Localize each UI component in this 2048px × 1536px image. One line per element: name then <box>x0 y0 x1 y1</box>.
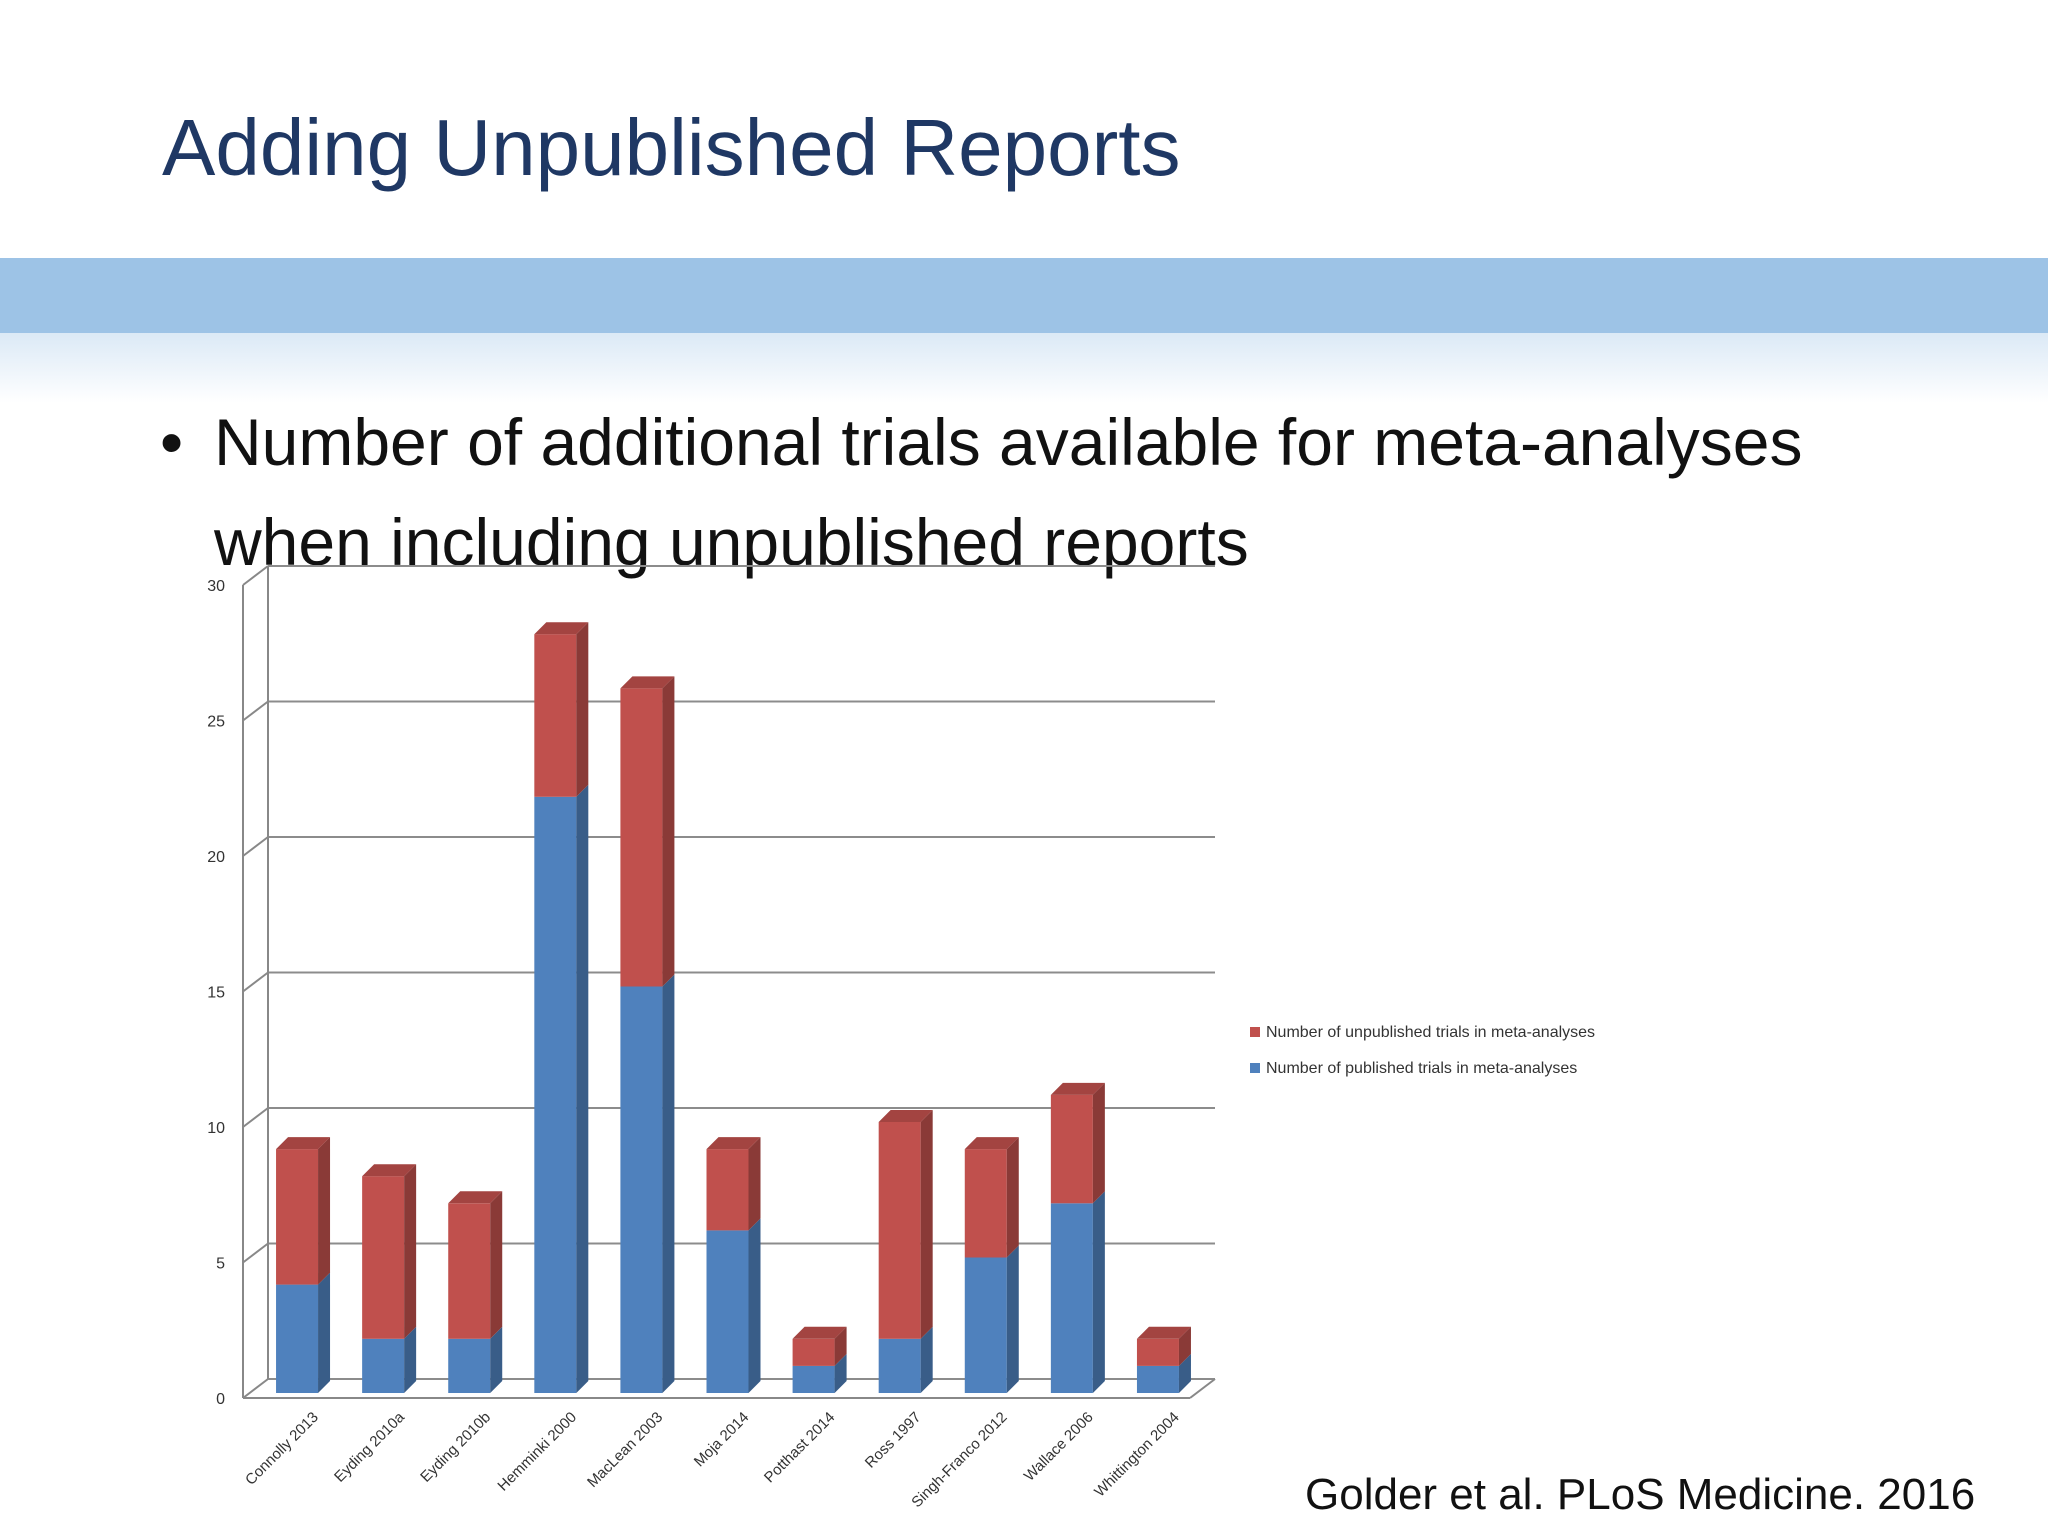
y-tick-label: 15 <box>207 985 225 1002</box>
bar-side <box>404 1326 417 1393</box>
bar-top <box>276 1137 331 1150</box>
category-label: Wallace 2006 <box>1021 1409 1097 1485</box>
header-band <box>0 258 2048 333</box>
bar-top <box>878 1110 933 1122</box>
category-label: Singh-Franco 2012 <box>908 1409 1010 1511</box>
bar-top <box>362 1164 417 1177</box>
category-label: MacLean 2003 <box>584 1409 666 1491</box>
bullet-line-1: Number of additional trials available fo… <box>214 405 1803 479</box>
legend-label: Number of unpublished trials in meta-ana… <box>1266 1024 1595 1041</box>
category-label: Hemminki 2000 <box>494 1409 580 1495</box>
gridline-diag <box>242 700 269 722</box>
bar-side <box>1006 1245 1019 1393</box>
gridline-diag <box>242 1242 269 1264</box>
bar-side <box>1006 1137 1019 1258</box>
legend-label: Number of published trials in meta-analy… <box>1266 1060 1577 1077</box>
bar-side <box>920 1326 933 1393</box>
bar-top <box>706 1137 761 1150</box>
bar-side <box>834 1353 847 1393</box>
bar-top <box>534 622 589 635</box>
legend-swatch <box>1250 1063 1260 1073</box>
legend-swatch <box>1250 1027 1260 1037</box>
y-tick-label: 30 <box>207 578 225 595</box>
bar-segment <box>964 1257 1007 1393</box>
bar-segment <box>620 688 663 987</box>
gridline-diag <box>242 836 269 857</box>
bar-segment <box>1050 1094 1093 1204</box>
bar-segment <box>706 1230 749 1393</box>
x-axis-diag <box>1189 1378 1216 1399</box>
gridline-diag <box>242 1378 269 1399</box>
gridline-diag <box>242 565 269 586</box>
bar-side <box>662 676 675 987</box>
bar-side <box>1178 1353 1191 1393</box>
bar-top <box>964 1137 1019 1150</box>
bar-top <box>448 1191 503 1204</box>
bullet-marker: • <box>160 405 184 479</box>
bar-side <box>404 1164 417 1339</box>
bar-segment <box>792 1365 835 1393</box>
bar-segment <box>1136 1365 1179 1393</box>
bar-side <box>748 1137 761 1231</box>
bar-side <box>662 974 675 1393</box>
category-label: Potthast 2014 <box>761 1409 838 1486</box>
bar-segment <box>276 1149 319 1285</box>
gridline-diag <box>242 971 269 993</box>
bar-top <box>792 1326 847 1339</box>
bar-segment <box>964 1149 1007 1258</box>
bar-side <box>748 1218 761 1393</box>
bar-top <box>1050 1082 1105 1095</box>
bar-segment <box>792 1338 835 1366</box>
category-label: Eyding 2010a <box>331 1408 408 1485</box>
bar-side <box>576 622 589 797</box>
bar-segment <box>878 1338 921 1393</box>
bar-segment <box>448 1203 491 1339</box>
bar-top <box>620 676 675 689</box>
bar-side <box>834 1326 847 1366</box>
category-label: Whittington 2004 <box>1091 1409 1183 1501</box>
y-tick-label: 20 <box>207 849 225 866</box>
bar-segment <box>706 1149 749 1231</box>
bar-top <box>1136 1326 1191 1339</box>
category-label: Eyding 2010b <box>417 1409 494 1486</box>
category-label: Moja 2014 <box>691 1409 753 1471</box>
bar-side <box>1092 1191 1105 1393</box>
y-tick-label: 10 <box>207 1120 225 1137</box>
bar-side <box>576 784 589 1393</box>
bar-segment <box>276 1284 319 1393</box>
slide-title: Adding Unpublished Reports <box>162 103 1181 192</box>
category-label: Ross 1997 <box>862 1409 925 1472</box>
bar-side <box>490 1326 503 1393</box>
gridline-diag <box>242 1107 269 1128</box>
y-tick-label: 25 <box>207 714 225 731</box>
header-band-fade <box>0 333 2048 403</box>
citation: Golder et al. PLoS Medicine. 2016 <box>1305 1470 1976 1519</box>
bar-side <box>318 1137 331 1285</box>
bar-segment <box>620 986 663 1393</box>
bar-segment <box>362 1338 405 1393</box>
bar-side <box>920 1110 933 1339</box>
bar-segment <box>534 796 577 1393</box>
bar-segment <box>362 1176 405 1339</box>
bar-segment <box>1050 1203 1093 1393</box>
bar-side <box>1178 1326 1191 1366</box>
category-label: Connolly 2013 <box>242 1409 322 1489</box>
bar-segment <box>448 1338 491 1393</box>
bar-side <box>490 1191 503 1339</box>
y-tick-label: 0 <box>216 1391 225 1408</box>
bar-segment <box>878 1122 921 1339</box>
bar-segment <box>1136 1338 1179 1366</box>
bar-side <box>1092 1082 1105 1204</box>
bar-side <box>318 1272 331 1393</box>
y-tick-label: 5 <box>216 1256 225 1273</box>
bar-segment <box>534 634 577 797</box>
